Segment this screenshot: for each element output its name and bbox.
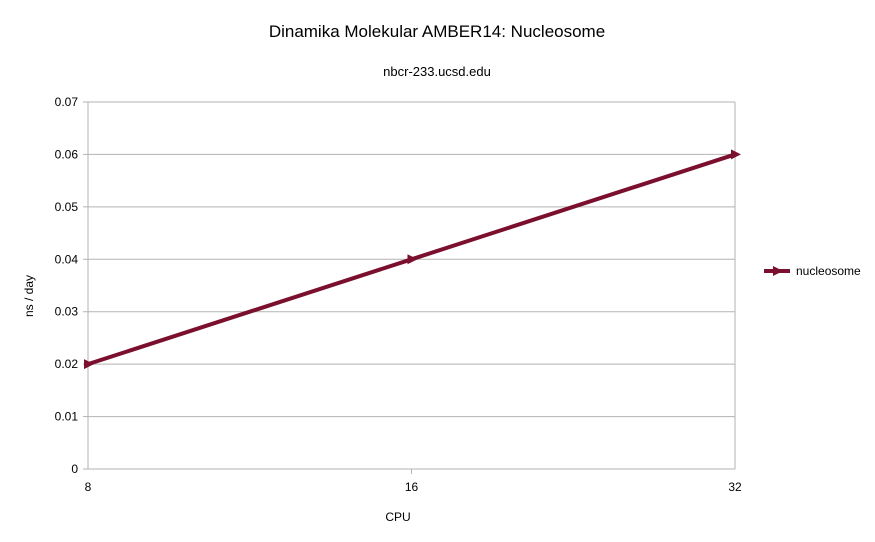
grid-lines [83, 101, 735, 474]
y-tick-label: 0 [71, 462, 78, 476]
axes [87, 102, 736, 470]
data-point-marker [731, 149, 741, 160]
data-point-marker [84, 359, 94, 370]
x-tick-label: 8 [85, 480, 92, 494]
y-tick-label: 0.04 [55, 252, 79, 266]
y-tick-label: 0.02 [55, 357, 79, 371]
chart-subtitle: nbcr-233.ucsd.edu [383, 64, 491, 79]
y-tick-label: 0.03 [55, 305, 79, 319]
y-axis-label: ns / day [22, 275, 36, 317]
x-tick-labels: 8 16 32 [85, 480, 742, 494]
x-tick-label: 16 [405, 480, 419, 494]
data-point-marker [407, 254, 418, 265]
legend-swatch-marker [773, 266, 783, 276]
y-tick-labels: 0 0.01 0.02 0.03 0.04 0.05 0.06 0.07 [55, 95, 79, 476]
series-layer [84, 149, 741, 370]
y-tick-label: 0.06 [55, 147, 79, 161]
legend: nucleosome [764, 264, 861, 278]
x-axis-label: CPU [385, 510, 410, 524]
y-tick-label: 0.07 [55, 95, 79, 109]
x-tick-label: 32 [728, 480, 742, 494]
legend-label: nucleosome [796, 264, 861, 278]
chart-title: Dinamika Molekular AMBER14: Nucleosome [269, 22, 605, 41]
y-tick-label: 0.01 [55, 410, 79, 424]
y-tick-label: 0.05 [55, 200, 79, 214]
